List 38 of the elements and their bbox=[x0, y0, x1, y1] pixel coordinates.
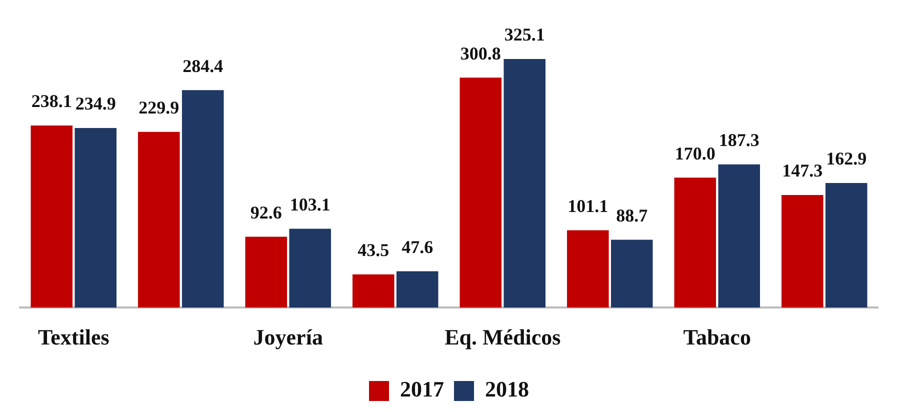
x-tick-label: Tabaco bbox=[683, 324, 751, 350]
x-tick-label: Joyería bbox=[253, 324, 323, 350]
x-tick-label: Textiles bbox=[38, 324, 110, 350]
data-label: 103.1 bbox=[290, 194, 330, 214]
data-label: 284.4 bbox=[182, 56, 224, 76]
data-label: 187.3 bbox=[718, 130, 760, 150]
bar bbox=[567, 230, 609, 308]
bar bbox=[460, 78, 502, 308]
legend-label: 2017 bbox=[400, 376, 444, 402]
bar bbox=[138, 132, 180, 308]
data-label: 234.9 bbox=[75, 94, 116, 114]
bar bbox=[396, 271, 438, 308]
data-label: 229.9 bbox=[138, 97, 180, 118]
bar bbox=[718, 164, 760, 308]
x-tick-label: Eq. Médicos bbox=[444, 324, 562, 350]
bar bbox=[30, 126, 73, 308]
data-label: 300.8 bbox=[460, 43, 501, 64]
bar bbox=[352, 274, 394, 308]
bar bbox=[74, 128, 116, 308]
data-label: 92.6 bbox=[250, 202, 282, 222]
data-label: 162.9 bbox=[826, 148, 867, 169]
data-label: 88.7 bbox=[616, 205, 648, 226]
data-label: 170.0 bbox=[674, 143, 716, 164]
data-label: 147.3 bbox=[782, 160, 823, 181]
bar bbox=[782, 194, 824, 308]
bar bbox=[245, 236, 288, 308]
data-label: 47.6 bbox=[402, 236, 434, 257]
data-label: 238.1 bbox=[31, 91, 72, 112]
legend-label: 2018 bbox=[485, 376, 529, 402]
data-label: 43.5 bbox=[358, 240, 390, 260]
bar bbox=[610, 240, 653, 308]
bar bbox=[182, 90, 224, 308]
data-label: 101.1 bbox=[568, 196, 608, 216]
data-label: 325.1 bbox=[504, 24, 545, 45]
bar bbox=[674, 178, 716, 308]
bar bbox=[825, 183, 868, 308]
bar bbox=[504, 59, 546, 308]
bar bbox=[289, 228, 331, 308]
